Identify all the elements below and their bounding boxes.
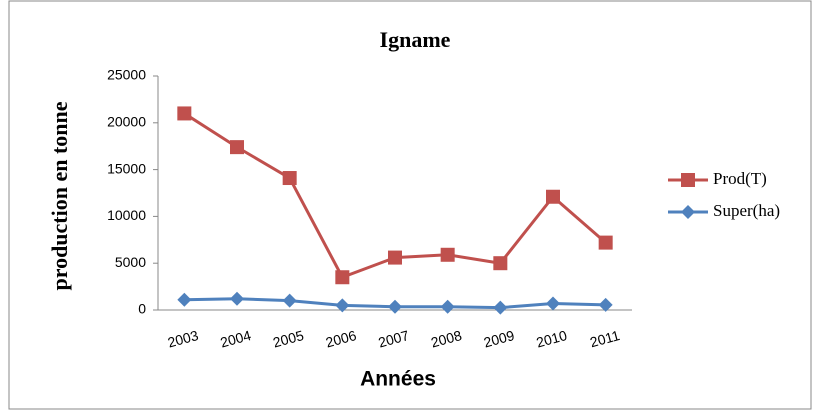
x-tick-label: 2003: [166, 327, 200, 351]
data-point: [282, 171, 297, 186]
y-tick-label: 0: [138, 301, 146, 317]
data-point: [598, 235, 613, 250]
data-point: [546, 189, 560, 204]
data-point: [230, 140, 244, 155]
y-tick-label: 25000: [107, 67, 146, 83]
legend-marker: [681, 205, 695, 219]
data-point: [440, 247, 455, 262]
chart-title: Igname: [380, 27, 451, 52]
legend-label: Prod(T): [713, 169, 767, 188]
x-axis-label: Années: [360, 368, 436, 391]
data-point: [493, 300, 508, 315]
data-point: [388, 250, 402, 265]
x-tick-label: 2011: [588, 327, 621, 350]
y-tick-label: 20000: [107, 114, 146, 130]
x-tick-label: 2004: [218, 327, 252, 351]
data-point: [230, 291, 244, 306]
data-point: [335, 270, 350, 285]
x-tick-label: 2006: [324, 327, 358, 351]
legend-label: Super(ha): [713, 201, 780, 220]
data-point: [177, 106, 192, 121]
y-axis-label: production en tonne: [47, 101, 72, 290]
x-tick-label: 2005: [271, 327, 305, 351]
x-tick-label: 2007: [376, 327, 410, 351]
data-point: [335, 298, 350, 313]
data-point: [493, 256, 508, 271]
x-tick-label: 2010: [534, 327, 568, 351]
data-point: [546, 296, 560, 311]
data-point: [388, 299, 402, 314]
y-tick-label: 15000: [107, 160, 146, 176]
x-tick-label: 2009: [482, 327, 516, 351]
y-tick-label: 5000: [115, 254, 146, 270]
legend-marker: [681, 173, 695, 187]
x-tick-label: 2008: [429, 327, 463, 351]
chart-border: [8, 0, 812, 410]
y-tick-label: 10000: [107, 207, 146, 223]
data-point: [598, 297, 613, 312]
data-point: [177, 292, 192, 307]
data-point: [282, 293, 297, 308]
data-point: [440, 299, 455, 314]
